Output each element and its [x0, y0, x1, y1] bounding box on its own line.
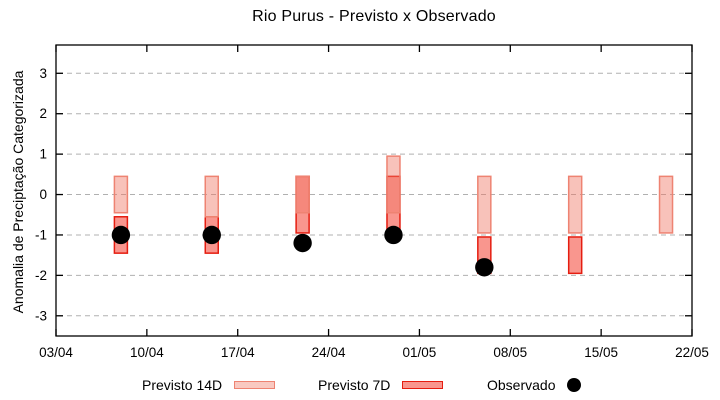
legend-item-previsto-7d: Previsto 7D [318, 375, 444, 395]
bar-previsto-14d-29-04 [386, 155, 401, 214]
y-tick-label--2: -2 [35, 268, 47, 283]
y-tick-label-2: 2 [39, 106, 47, 121]
observed-dot-29-04 [384, 225, 403, 245]
y-tick-label-1: 1 [39, 147, 47, 162]
legend-swatch-previsto-7d [402, 381, 444, 389]
x-tick-label-7: 22/05 [675, 345, 709, 360]
legend-item-observado: Observado [487, 375, 582, 395]
x-tick-label-3: 24/04 [312, 345, 346, 360]
chart-legend: Previsto 14D Previsto 7D Observado [0, 375, 720, 397]
x-tick-label-6: 15/05 [584, 345, 618, 360]
legend-label-previsto-14d: Previsto 14D [142, 377, 223, 393]
observed-dot-08-04 [111, 225, 131, 245]
bar-previsto-14d-15-04 [204, 175, 220, 218]
observed-dot-15-04 [202, 225, 221, 245]
y-tick-label--1: -1 [35, 227, 47, 242]
legend-label-previsto-7d: Previsto 7D [318, 377, 391, 393]
legend-label-observado: Observado [487, 377, 556, 393]
x-tick-label-4: 01/05 [403, 345, 437, 360]
bar-previsto-14d-20-05 [658, 175, 674, 234]
y-tick-label-0: 0 [39, 187, 47, 202]
bar-previsto-7d-13-05 [567, 236, 583, 275]
legend-item-previsto-14d: Previsto 14D [142, 375, 276, 395]
bar-previsto-14d-22-04 [295, 175, 310, 214]
legend-swatch-previsto-14d [234, 381, 276, 389]
chart-title: Rio Purus - Previsto x Observado [252, 8, 496, 25]
x-tick-label-2: 17/04 [221, 345, 255, 360]
bar-previsto-14d-08-04 [113, 175, 129, 214]
plot-frame [55, 44, 693, 337]
bar-previsto-14d-13-05 [567, 175, 583, 234]
bar-previsto-14d-06-05 [477, 175, 492, 234]
observed-dot-22-04 [293, 233, 312, 253]
x-tick-label-0: 03/04 [39, 345, 73, 360]
y-tick-label--3: -3 [35, 308, 47, 323]
legend-swatch-observado [567, 378, 582, 392]
x-tick-label-1: 10/04 [130, 345, 164, 360]
y-tick-label-3: 3 [39, 66, 47, 81]
x-tick-label-5: 08/05 [493, 345, 527, 360]
observed-dot-06-05 [475, 258, 494, 277]
